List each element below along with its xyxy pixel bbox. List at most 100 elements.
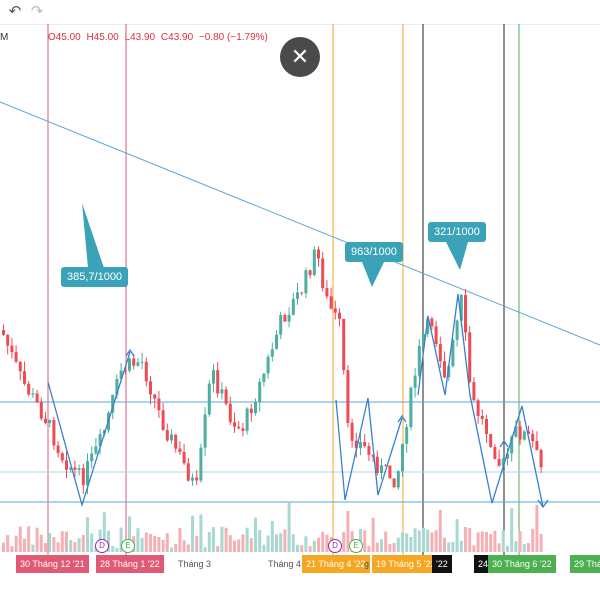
candle-body xyxy=(212,370,215,384)
candle-body xyxy=(90,453,94,462)
earnings-marker-icon[interactable]: E xyxy=(349,539,363,553)
candle-body xyxy=(296,292,299,299)
callout-label-321[interactable]: 321/1000 xyxy=(428,222,486,242)
candle-body xyxy=(321,258,325,289)
candle-body xyxy=(434,326,438,345)
redo-arrow-icon[interactable]: ↷ xyxy=(30,3,44,20)
volume-bar xyxy=(170,547,173,552)
date-chip-dec30: 30 Tháng 12 '21 xyxy=(16,555,89,573)
volume-bar xyxy=(149,534,152,552)
volume-bar xyxy=(39,534,43,552)
month-label-3: Tháng 3 xyxy=(178,559,212,569)
candle-body xyxy=(161,410,165,431)
undo-arrow-icon[interactable]: ↶ xyxy=(8,3,22,20)
candle-body xyxy=(430,318,434,327)
candle-body xyxy=(266,356,270,374)
candle-body xyxy=(291,298,295,315)
volume-bar xyxy=(539,533,543,552)
volume-bar xyxy=(283,529,287,552)
candle-body xyxy=(342,318,346,371)
volume-bar xyxy=(86,517,89,552)
volume-bar xyxy=(220,526,224,552)
candle-body xyxy=(249,408,253,414)
candle-body xyxy=(73,467,77,470)
volume-bar xyxy=(31,544,35,552)
candle-body xyxy=(384,465,388,467)
candle-body xyxy=(35,393,39,403)
candle-body xyxy=(476,400,480,416)
candle-body xyxy=(380,465,383,474)
volume-bar xyxy=(506,545,509,552)
candle-body xyxy=(283,314,287,322)
volume-bar xyxy=(56,542,60,552)
candle-body xyxy=(2,330,5,335)
volume-bar xyxy=(224,527,228,552)
date-chip-jul29: 29 Tháng 7 xyxy=(570,555,600,573)
volume-bar xyxy=(195,535,199,552)
volume-bar xyxy=(426,529,430,552)
candle-body xyxy=(186,463,190,481)
candle-body xyxy=(371,454,375,457)
date-chip-may19: 19 Tháng 5 '22 xyxy=(372,555,440,573)
volume-bar xyxy=(514,541,518,552)
candle-body xyxy=(98,434,102,447)
candle-body xyxy=(128,358,131,371)
volume-bar xyxy=(384,531,388,552)
candle-body xyxy=(115,379,119,395)
candle-body xyxy=(413,375,417,388)
candle-body xyxy=(329,296,333,309)
candle-body xyxy=(312,249,316,276)
ohlc-legend: M O45.00 H45.00 L43.90 C43.90 −0.80 (−1.… xyxy=(0,30,271,46)
volume-bar xyxy=(191,515,194,552)
volume-bar xyxy=(18,526,22,552)
candle-body xyxy=(333,308,337,313)
volume-bar xyxy=(23,538,26,552)
volume-bar xyxy=(111,546,115,552)
symbol-tail: M xyxy=(0,32,9,43)
candle-body xyxy=(149,381,152,395)
candle-body xyxy=(31,393,35,395)
volume-bar xyxy=(182,540,186,552)
volume-bar xyxy=(464,527,467,552)
volume-bar xyxy=(161,539,165,552)
volume-bar xyxy=(417,530,421,552)
volume-bar xyxy=(321,531,325,552)
volume-bar xyxy=(102,512,106,552)
candle-body xyxy=(392,478,396,488)
candle-body xyxy=(401,443,404,472)
volume-bar xyxy=(119,527,123,552)
volume-bar xyxy=(174,543,178,552)
volume-bar xyxy=(489,533,493,552)
candle-body xyxy=(182,451,186,464)
callout-label-385[interactable]: 385,7/1000 xyxy=(61,267,129,287)
volume-bar xyxy=(287,502,291,552)
close-button[interactable]: ✕ xyxy=(280,37,320,77)
volume-bar xyxy=(409,536,413,552)
candle-body xyxy=(514,426,518,437)
volume-bar xyxy=(480,531,484,552)
earnings-marker-icon[interactable]: E xyxy=(121,539,135,553)
volume-bar xyxy=(233,540,236,552)
candle-body xyxy=(174,434,178,449)
callout-label-963[interactable]: 963/1000 xyxy=(345,242,403,262)
candle-body xyxy=(485,418,488,434)
volume-bar xyxy=(468,527,472,552)
volume-bar xyxy=(128,516,131,552)
candle-body xyxy=(300,292,304,294)
candle-body xyxy=(464,294,467,333)
dividend-marker-icon[interactable]: D xyxy=(95,539,109,553)
candle-body xyxy=(18,361,22,372)
candle-body xyxy=(531,433,535,442)
volume-bar xyxy=(249,538,253,552)
wave-line xyxy=(417,293,544,508)
candle-body xyxy=(254,401,257,414)
candle-body xyxy=(480,415,484,419)
candle-body xyxy=(69,467,73,470)
dividend-marker-icon[interactable]: D xyxy=(328,539,342,553)
volume-bar xyxy=(396,537,400,552)
volume-bar xyxy=(405,533,409,552)
volume-bar xyxy=(157,536,161,552)
candle-body xyxy=(506,453,509,459)
candle-body xyxy=(44,418,47,424)
